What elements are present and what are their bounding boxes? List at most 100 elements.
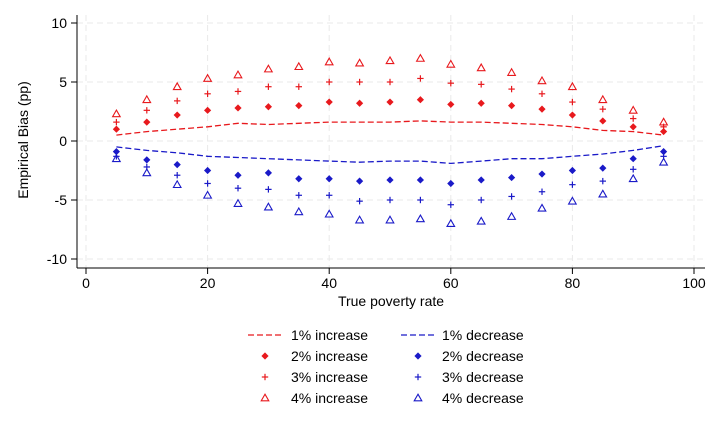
- y-axis-title: Empirical Bias (pp): [15, 81, 31, 198]
- data-point-4-decrease: [506, 211, 517, 220]
- legend-label: 1% decrease: [442, 327, 524, 343]
- data-point-2-increase: [629, 123, 637, 131]
- x-tick-label: 20: [200, 275, 216, 291]
- data-point-4-increase: [537, 75, 547, 85]
- data-point-3-increase: [386, 78, 394, 86]
- data-point-2-decrease: [416, 176, 424, 184]
- data-point-2-increase: [568, 111, 576, 119]
- data-point-4-increase: [354, 58, 365, 67]
- data-point-2-increase: [112, 125, 120, 133]
- data-point-2-increase: [477, 99, 485, 107]
- data-point-2-increase: [143, 118, 151, 126]
- data-point-2-decrease: [568, 166, 576, 175]
- x-tick-label: 40: [321, 275, 337, 291]
- data-point-2-decrease: [264, 169, 272, 177]
- data-point-4-decrease: [263, 202, 274, 211]
- data-point-2-increase: [173, 111, 181, 119]
- data-point-3-decrease: [356, 197, 363, 205]
- data-point-2-decrease: [204, 166, 212, 175]
- legend-swatch: [260, 393, 270, 402]
- data-point-4-decrease: [446, 218, 456, 227]
- plot-area: [111, 53, 669, 227]
- data-point-4-decrease: [142, 167, 152, 177]
- data-point-2-increase: [264, 103, 272, 111]
- data-point-2-decrease: [660, 148, 668, 156]
- data-point-4-decrease: [415, 213, 426, 223]
- data-point-4-decrease: [324, 209, 334, 218]
- legend-label: 3% decrease: [442, 369, 524, 385]
- legend-swatch: [261, 352, 269, 360]
- legend-swatch: [414, 352, 422, 360]
- data-point-3-increase: [356, 78, 363, 86]
- data-point-2-increase: [356, 99, 364, 107]
- data-point-4-decrease: [172, 179, 182, 189]
- data-point-3-increase: [143, 107, 150, 114]
- legend-label: 4% decrease: [442, 390, 524, 406]
- data-point-4-increase: [658, 117, 669, 126]
- data-point-3-increase: [508, 85, 515, 93]
- data-point-4-decrease: [111, 153, 122, 163]
- data-point-3-decrease: [599, 177, 606, 185]
- data-point-2-decrease: [234, 171, 242, 179]
- data-point-4-increase: [111, 108, 122, 118]
- data-point-2-decrease: [143, 156, 151, 164]
- legend-item-1-increase: 1% increase: [248, 327, 368, 343]
- data-point-4-increase: [628, 105, 638, 114]
- data-point-3-decrease: [447, 201, 454, 208]
- legend: 1% increase 1% decrease 2% increase 2% decr…: [248, 327, 524, 406]
- data-point-3-decrease: [386, 196, 394, 204]
- legend-label: 2% increase: [291, 348, 368, 364]
- x-tick-label: 0: [82, 275, 90, 291]
- data-point-4-decrease: [202, 190, 213, 199]
- data-point-3-decrease: [630, 166, 637, 173]
- series-line-1-decrease: [116, 145, 664, 165]
- data-point-3-increase: [569, 98, 576, 106]
- data-point-2-decrease: [447, 179, 455, 188]
- x-tick-label: 80: [565, 275, 581, 291]
- data-point-4-increase: [598, 94, 608, 104]
- data-point-3-decrease: [265, 186, 272, 193]
- data-point-3-decrease: [478, 196, 485, 204]
- legend-swatch: [261, 373, 269, 381]
- data-point-2-increase: [660, 127, 668, 136]
- data-point-2-decrease: [599, 164, 607, 172]
- data-point-3-decrease: [538, 188, 546, 195]
- data-point-2-decrease: [477, 176, 485, 184]
- data-point-3-increase: [599, 105, 606, 113]
- data-point-2-decrease: [295, 175, 303, 183]
- legend-item-3-decrease: 3% decrease: [414, 369, 524, 385]
- data-point-2-decrease: [356, 177, 364, 185]
- y-tick-label: 10: [51, 15, 67, 31]
- x-ticks: 0 20 40 60 80 100: [82, 268, 706, 291]
- data-point-2-decrease: [386, 176, 394, 184]
- data-point-3-increase: [630, 115, 637, 122]
- legend-swatch: [413, 393, 423, 402]
- data-point-2-increase: [325, 98, 333, 106]
- data-point-4-increase: [294, 61, 304, 71]
- legend-label: 2% decrease: [442, 348, 524, 364]
- data-point-3-increase: [478, 81, 485, 88]
- legend-item-4-increase: 4% increase: [260, 390, 368, 406]
- legend-item-3-increase: 3% increase: [261, 369, 368, 385]
- data-point-3-increase: [265, 83, 272, 90]
- y-ticks: -10 -5 0 5 10: [47, 15, 77, 267]
- data-point-2-increase: [538, 105, 546, 113]
- data-point-3-increase: [113, 118, 120, 126]
- data-point-3-decrease: [174, 172, 181, 179]
- data-point-3-decrease: [204, 180, 211, 187]
- data-point-2-increase: [447, 100, 455, 109]
- data-point-3-decrease: [295, 192, 302, 199]
- y-tick-label: -10: [47, 251, 67, 267]
- data-point-3-increase: [538, 90, 546, 97]
- legend-label: 3% increase: [291, 369, 368, 385]
- data-point-4-increase: [324, 57, 334, 66]
- data-point-3-decrease: [508, 193, 515, 200]
- series-1-increase: [116, 120, 664, 136]
- x-tick-label: 60: [443, 275, 459, 291]
- legend-swatch: [414, 373, 422, 381]
- data-point-4-increase: [476, 62, 486, 72]
- data-point-4-decrease: [476, 216, 486, 225]
- data-point-4-decrease: [598, 189, 608, 198]
- data-point-4-increase: [202, 73, 213, 82]
